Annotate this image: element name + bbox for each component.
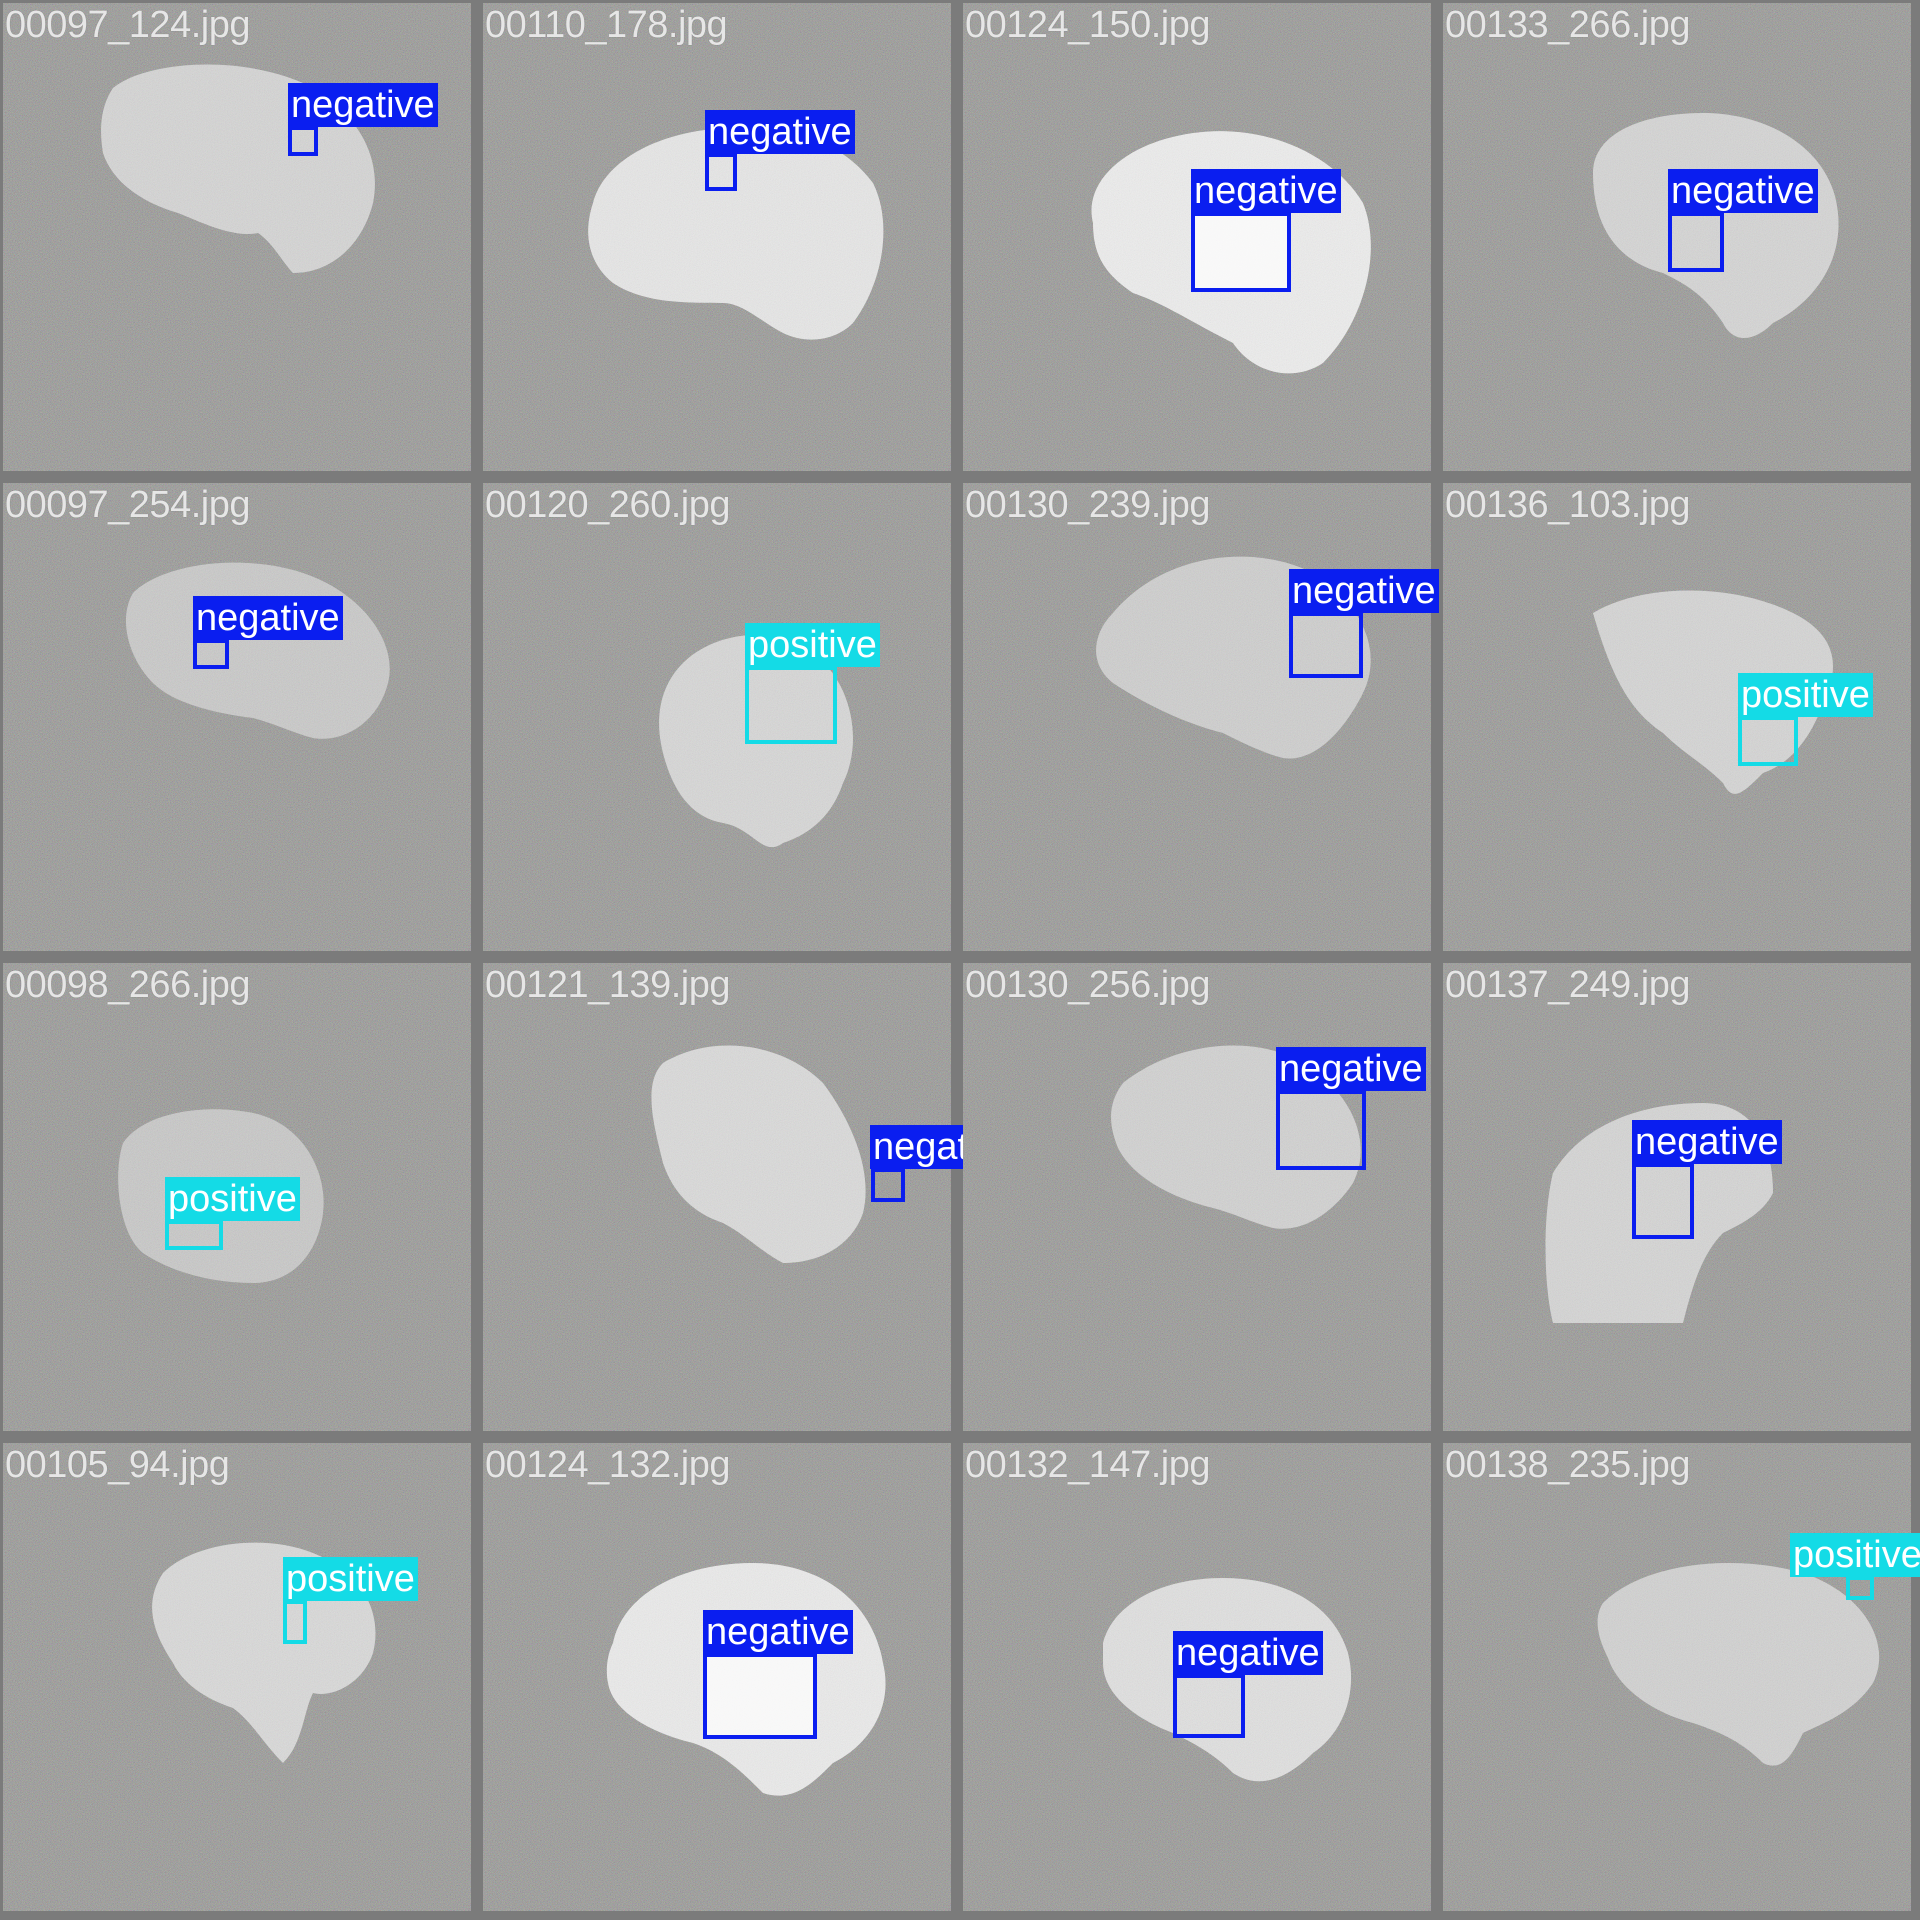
detection-label: positive [165, 1177, 300, 1221]
image-tile: 00137_249.jpg negative [1443, 963, 1911, 1431]
detection-box [1632, 1163, 1694, 1239]
brain-scan [1096, 556, 1371, 759]
image-tile: 00133_266.jpg negative [1443, 3, 1911, 471]
detection-label: positive [283, 1557, 418, 1601]
detection-box [165, 1220, 223, 1250]
detection-box [745, 666, 837, 744]
tile-filename: 00136_103.jpg [1445, 484, 1690, 526]
tile-filename: 00132_147.jpg [965, 1444, 1210, 1486]
tile-filename: 00097_254.jpg [5, 484, 250, 526]
noise-background [3, 483, 471, 951]
detection-label: negative [703, 1610, 853, 1654]
brain-scan [101, 64, 375, 273]
image-tile: 00130_256.jpg negative [963, 963, 1431, 1431]
tile-filename: 00137_249.jpg [1445, 964, 1690, 1006]
image-tile: 00124_132.jpg negative [483, 1443, 951, 1911]
image-tile: 00110_178.jpg negative [483, 3, 951, 471]
detection-label: negative [1668, 169, 1818, 213]
tile-filename: 00138_235.jpg [1445, 1444, 1690, 1486]
tile-filename: 00105_94.jpg [5, 1444, 230, 1486]
detection-label: negative [193, 596, 343, 640]
detection-label: positive [745, 623, 880, 667]
brain-scan [1593, 590, 1833, 794]
detection-label: negative [705, 110, 855, 154]
detection-label: negative [288, 83, 438, 127]
detection-label: negative [1632, 1120, 1782, 1164]
brain-scan [1111, 1045, 1361, 1229]
detection-box [193, 639, 229, 669]
detection-label: negative [1289, 569, 1439, 613]
detection-label: positive [1738, 673, 1873, 717]
detection-box [1668, 212, 1724, 272]
tile-filename: 00120_260.jpg [485, 484, 730, 526]
brain-scan [152, 1542, 376, 1763]
detection-box [1276, 1090, 1366, 1170]
detection-box [705, 153, 737, 191]
image-tile: 00124_150.jpg negative [963, 3, 1431, 471]
brain-scan [659, 634, 853, 848]
brain-scan [125, 562, 390, 739]
tile-filename: 00097_124.jpg [5, 4, 250, 46]
brain-scan [651, 1045, 866, 1263]
detection-label: negative [1173, 1631, 1323, 1675]
image-tile: 00121_139.jpg negative [483, 963, 1018, 1431]
tile-filename: 00124_150.jpg [965, 4, 1210, 46]
brain-scan [1103, 1578, 1352, 1782]
detection-box [1173, 1674, 1245, 1738]
image-tile: 00097_124.jpg negative [3, 3, 471, 471]
detection-label: negative [1276, 1047, 1426, 1091]
image-tile: 00105_94.jpg positive [3, 1443, 471, 1911]
image-tile: 00097_254.jpg negative [3, 483, 471, 951]
tile-filename: 00124_132.jpg [485, 1444, 730, 1486]
tile-filename: 00098_266.jpg [5, 964, 250, 1006]
tile-filename: 00110_178.jpg [485, 4, 728, 46]
tile-filename: 00121_139.jpg [485, 964, 730, 1006]
image-tile: 00098_266.jpg positive [3, 963, 471, 1431]
image-tile: 00120_260.jpg positive [483, 483, 951, 951]
detection-label: negative [1191, 169, 1341, 213]
tile-filename: 00130_256.jpg [965, 964, 1210, 1006]
detection-label: positive [1790, 1533, 1920, 1577]
image-tile: 00130_239.jpg negative [963, 483, 1439, 951]
detection-box [1289, 612, 1363, 678]
detection-box [1738, 716, 1798, 766]
tile-filename: 00130_239.jpg [965, 484, 1210, 526]
image-tile: 00132_147.jpg negative [963, 1443, 1431, 1911]
brain-scan [1597, 1563, 1880, 1766]
detection-box [871, 1168, 905, 1202]
detection-box [288, 126, 318, 156]
detection-box [1846, 1576, 1874, 1600]
brain-scan [588, 127, 884, 340]
detection-box [1191, 212, 1291, 292]
image-tile: 00138_235.jpg positive [1443, 1443, 1920, 1911]
image-tile: 00136_103.jpg positive [1443, 483, 1911, 951]
tile-filename: 00133_266.jpg [1445, 4, 1690, 46]
detection-box [283, 1600, 307, 1644]
detection-box [703, 1653, 817, 1739]
